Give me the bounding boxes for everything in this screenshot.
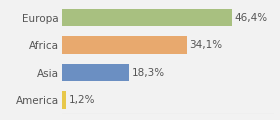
Text: 34,1%: 34,1% [190, 40, 223, 50]
Bar [62, 64, 129, 81]
Bar [62, 36, 187, 54]
Text: 18,3%: 18,3% [132, 68, 165, 78]
Bar [62, 9, 232, 27]
Text: 46,4%: 46,4% [235, 13, 268, 23]
Bar [62, 91, 66, 109]
Text: 1,2%: 1,2% [69, 95, 95, 105]
